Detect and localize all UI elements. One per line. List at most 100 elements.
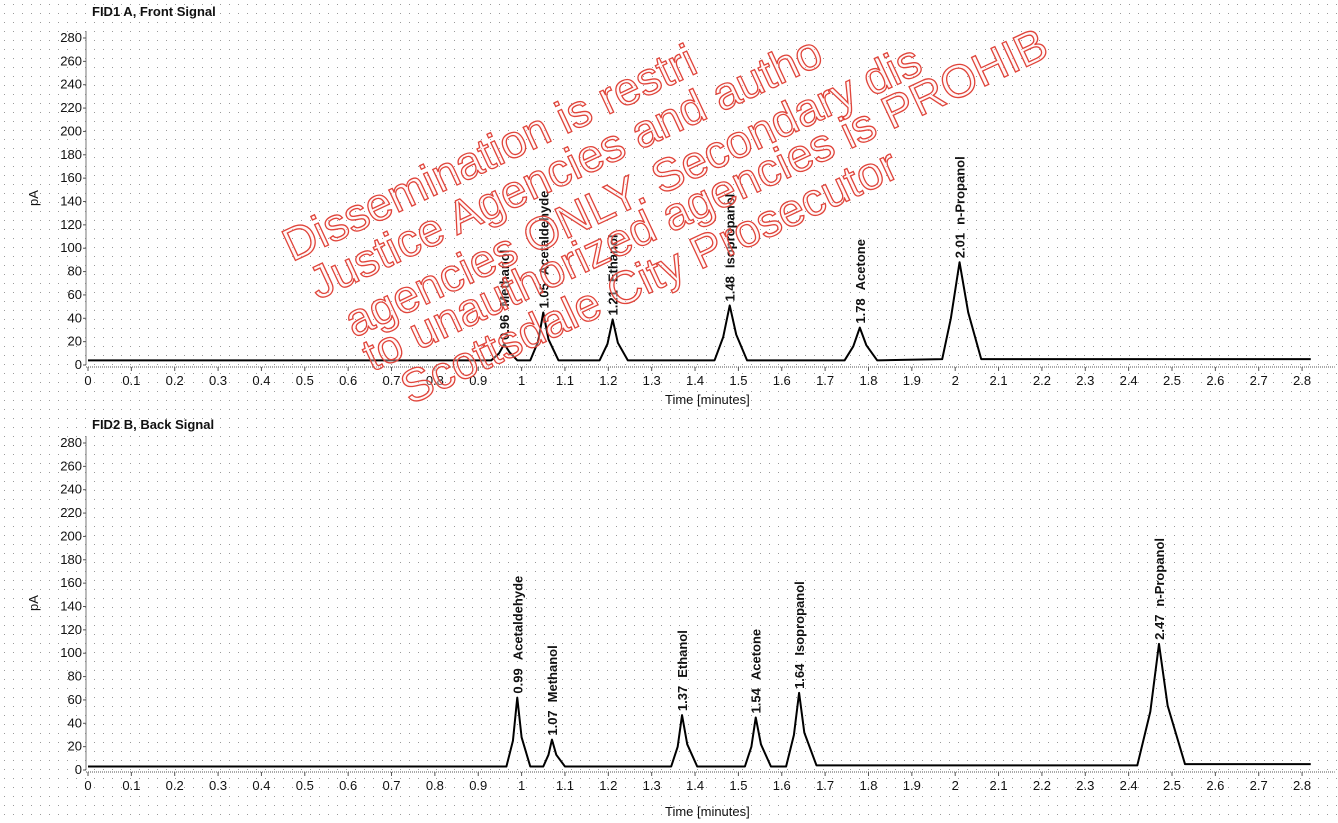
peak-time: 1.37 xyxy=(675,686,690,711)
x-tick-label: 2.4 xyxy=(1120,778,1138,793)
x-axis-label: Time [minutes] xyxy=(665,392,750,407)
x-tick-label: 0.2 xyxy=(166,373,184,388)
x-tick-label: 0.1 xyxy=(122,373,140,388)
x-tick-label: 2.6 xyxy=(1206,373,1224,388)
y-tick-label: 60 xyxy=(68,287,82,302)
x-tick-label: 0.7 xyxy=(382,778,400,793)
x-tick-label: 1 xyxy=(518,373,525,388)
y-tick-label: 260 xyxy=(60,458,82,473)
peak-label: 1.54 Acetone xyxy=(749,629,764,714)
y-tick-label: 20 xyxy=(68,334,82,349)
y-tick-label: 100 xyxy=(60,645,82,660)
x-tick-label: 0.7 xyxy=(382,373,400,388)
peak-name: Methanol xyxy=(497,250,512,307)
y-tick-label: 200 xyxy=(60,528,82,543)
x-tick-label: 1.4 xyxy=(686,373,704,388)
y-tick-label: 180 xyxy=(60,552,82,567)
x-tick-label: 2.6 xyxy=(1206,778,1224,793)
x-tick-label: 0.9 xyxy=(469,778,487,793)
peak-label: 1.07 Methanol xyxy=(545,645,560,735)
peak-time: 1.05 xyxy=(536,283,551,308)
peak-label: 1.05 Acetaldehyde xyxy=(536,191,551,309)
x-tick-label: 2.7 xyxy=(1250,373,1268,388)
x-axis-label: Time [minutes] xyxy=(665,804,750,819)
x-tick-label: 1.2 xyxy=(599,373,617,388)
x-tick-label: 1.1 xyxy=(556,373,574,388)
x-tick-label: 1.4 xyxy=(686,778,704,793)
peak-name: Acetaldehyde xyxy=(510,576,525,661)
x-tick-label: 1.3 xyxy=(643,373,661,388)
y-tick-label: 0 xyxy=(75,357,82,372)
y-tick-label: 180 xyxy=(60,147,82,162)
x-tick-label: 0 xyxy=(84,373,91,388)
peak-name: Acetone xyxy=(853,239,868,290)
x-tick-label: 2.1 xyxy=(990,778,1008,793)
peak-name: Ethanol xyxy=(606,234,621,282)
x-tick-label: 1.5 xyxy=(729,373,747,388)
y-tick-label: 100 xyxy=(60,240,82,255)
x-tick-label: 1.2 xyxy=(599,778,617,793)
x-tick-label: 2.8 xyxy=(1293,373,1311,388)
x-tick-label: 0 xyxy=(84,778,91,793)
peak-time: 0.99 xyxy=(510,668,525,693)
x-tick-label: 1.5 xyxy=(729,778,747,793)
x-tick-label: 0.8 xyxy=(426,778,444,793)
x-tick-label: 2 xyxy=(952,778,959,793)
peak-label: 2.47 n-Propanol xyxy=(1152,538,1167,640)
y-tick-label: 80 xyxy=(68,669,82,684)
x-tick-label: 2.8 xyxy=(1293,778,1311,793)
y-tick-label: 0 xyxy=(75,762,82,777)
signal-trace xyxy=(88,261,1311,362)
x-tick-label: 0.3 xyxy=(209,778,227,793)
y-tick-label: 280 xyxy=(60,30,82,45)
x-tick-label: 1 xyxy=(518,778,525,793)
x-tick-label: 0.3 xyxy=(209,373,227,388)
x-tick-label: 0.1 xyxy=(122,778,140,793)
x-tick-label: 1.7 xyxy=(816,373,834,388)
x-tick-label: 2.3 xyxy=(1076,778,1094,793)
peak-name: Isopropanol xyxy=(792,581,807,655)
peak-time: 1.54 xyxy=(749,687,764,713)
x-tick-label: 0.4 xyxy=(252,373,270,388)
x-tick-label: 0.2 xyxy=(166,778,184,793)
peak-name: Isopropanol xyxy=(723,194,738,268)
peak-time: 1.21 xyxy=(606,290,621,315)
x-tick-label: 1.6 xyxy=(773,778,791,793)
x-tick-label: 1.6 xyxy=(773,373,791,388)
x-tick-label: 1.1 xyxy=(556,778,574,793)
peak-name: Ethanol xyxy=(675,630,690,678)
peak-label: 1.21 Ethanol xyxy=(606,234,621,315)
peak-label: 2.01 n-Propanol xyxy=(953,156,968,258)
y-tick-label: 60 xyxy=(68,692,82,707)
peak-name: Methanol xyxy=(545,645,560,702)
y-tick-label: 20 xyxy=(68,739,82,754)
signal-trace xyxy=(88,642,1311,768)
peak-label: 1.64 Isopropanol xyxy=(792,581,807,689)
y-tick-label: 160 xyxy=(60,575,82,590)
y-tick-label: 140 xyxy=(60,599,82,614)
peak-label: 1.37 Ethanol xyxy=(675,630,690,711)
y-tick-label: 40 xyxy=(68,715,82,730)
x-tick-label: 2.7 xyxy=(1250,778,1268,793)
y-tick-label: 240 xyxy=(60,77,82,92)
peak-time: 2.47 xyxy=(1152,615,1167,640)
x-tick-label: 0.6 xyxy=(339,778,357,793)
peak-name: Acetone xyxy=(749,629,764,680)
peak-name: Acetaldehyde xyxy=(536,191,551,276)
peak-time: 1.48 xyxy=(723,276,738,301)
x-tick-label: 0.8 xyxy=(426,373,444,388)
peak-time: 0.96 xyxy=(497,315,512,340)
peak-label: 1.48 Isopropanol xyxy=(723,194,738,302)
peak-time: 2.01 xyxy=(953,233,968,258)
y-tick-label: 40 xyxy=(68,310,82,325)
chart-title: FID2 B, Back Signal xyxy=(92,417,214,432)
peak-label: 0.96 Methanol xyxy=(497,250,512,340)
peak-time: 1.07 xyxy=(545,710,560,735)
peak-label: 0.99 Acetaldehyde xyxy=(510,576,525,694)
peak-name: n-Propanol xyxy=(953,156,968,225)
y-tick-label: 80 xyxy=(68,264,82,279)
x-tick-label: 0.5 xyxy=(296,778,314,793)
